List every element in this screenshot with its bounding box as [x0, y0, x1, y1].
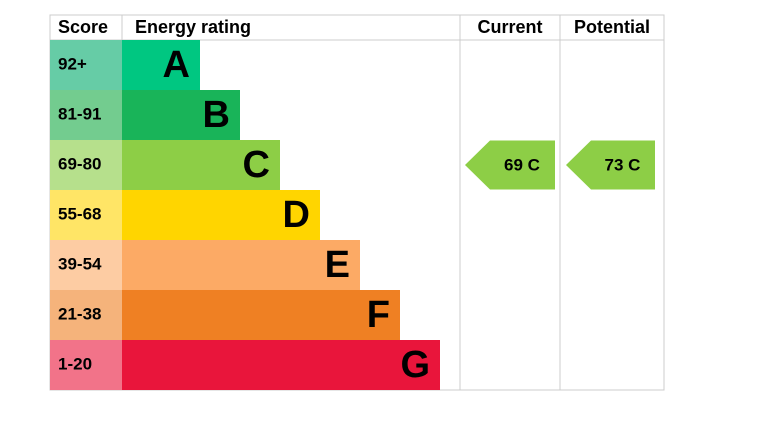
rating-bar [122, 40, 200, 90]
score-label: 39-54 [58, 254, 102, 273]
score-cell [50, 190, 122, 240]
score-label: 55-68 [58, 204, 101, 223]
score-cell [50, 290, 122, 340]
score-cell [50, 90, 122, 140]
rating-bar [122, 340, 440, 390]
score-cell [50, 240, 122, 290]
rating-bar [122, 190, 320, 240]
score-cell [50, 40, 122, 90]
potential-label: 73 C [605, 155, 641, 174]
header-current: Current [477, 17, 542, 37]
score-label: 92+ [58, 54, 87, 73]
score-cell [50, 140, 122, 190]
score-label: 81-91 [58, 104, 101, 123]
current-label: 69 C [504, 155, 540, 174]
potential-arrow [566, 140, 655, 190]
rating-letter: E [325, 244, 350, 286]
score-label: 69-80 [58, 154, 101, 173]
rating-bar [122, 90, 240, 140]
rating-letter: C [243, 144, 270, 186]
rating-letter: B [203, 94, 230, 136]
rating-letter: D [283, 194, 310, 236]
current-arrow [465, 140, 555, 190]
rating-letter: G [400, 344, 430, 386]
score-label: 21-38 [58, 304, 101, 323]
header-potential: Potential [574, 17, 650, 37]
rating-bar [122, 290, 400, 340]
rating-letter: A [163, 44, 190, 86]
rating-bar [122, 140, 280, 190]
score-label: 1-20 [58, 354, 92, 373]
header-score: Score [58, 17, 108, 37]
rating-bar [122, 240, 360, 290]
rating-letter: F [367, 294, 390, 336]
header-rating: Energy rating [135, 17, 251, 37]
score-cell [50, 340, 122, 390]
